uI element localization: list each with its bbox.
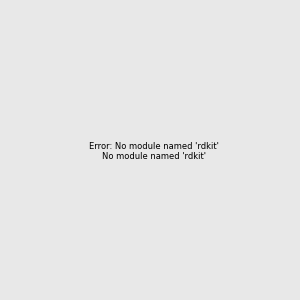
Text: Error: No module named 'rdkit'
No module named 'rdkit': Error: No module named 'rdkit' No module… bbox=[89, 142, 219, 161]
